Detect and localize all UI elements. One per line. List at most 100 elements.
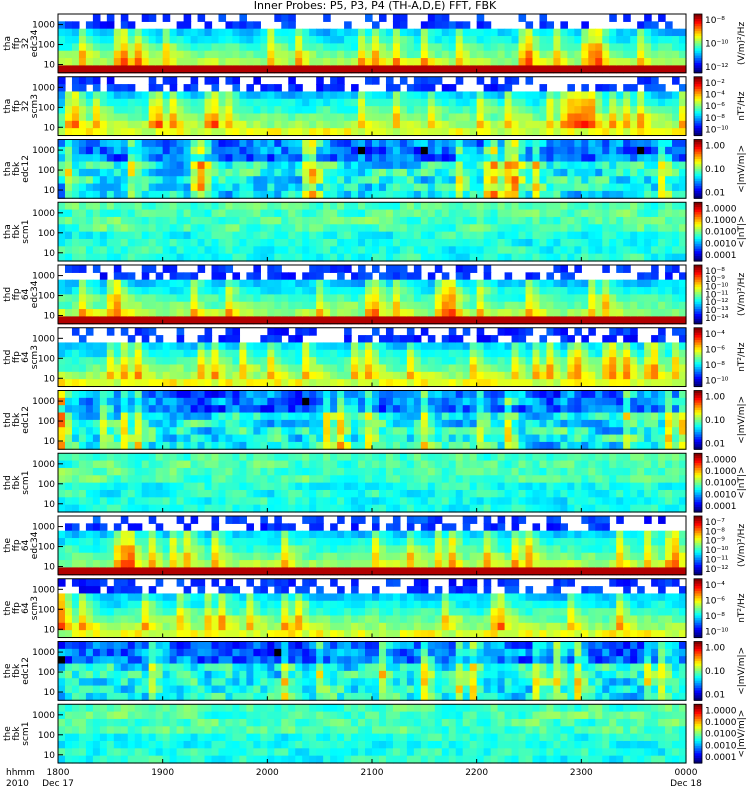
heatmap-cell	[372, 139, 380, 148]
heatmap-cell	[134, 168, 143, 177]
heatmap-cell	[197, 231, 206, 240]
heatmap-cell	[204, 364, 213, 373]
heatmap-cell	[602, 98, 610, 107]
heatmap-cell	[518, 427, 527, 436]
heatmap-cell	[658, 50, 666, 59]
heatmap-cell	[176, 161, 185, 170]
heatmap-cell	[602, 279, 610, 288]
heatmap-cell	[120, 106, 129, 115]
heatmap-cell	[323, 224, 331, 233]
heatmap-cell	[553, 301, 561, 310]
heatmap-cell	[225, 76, 234, 85]
heatmap-cell	[239, 434, 247, 443]
heatmap-cell	[476, 246, 485, 255]
heatmap-cell	[323, 246, 331, 255]
heatmap-cell	[623, 128, 631, 137]
heatmap-cell	[511, 76, 520, 85]
colorbar-segment	[694, 84, 702, 88]
heatmap-cell	[344, 146, 352, 155]
heatmap-cell	[490, 28, 499, 37]
colorbar-segment	[694, 154, 702, 158]
heatmap-cell	[372, 287, 380, 295]
heatmap-cell	[218, 427, 227, 436]
heatmap-cell	[525, 202, 534, 211]
heatmap-cell	[365, 202, 373, 211]
heatmap-cell	[630, 183, 638, 192]
heatmap-cell	[302, 357, 310, 366]
heatmap-cell	[504, 224, 513, 233]
heatmap-cell	[476, 58, 485, 66]
heatmap-cell	[427, 364, 436, 373]
heatmap-cell	[385, 272, 394, 281]
heatmap-cell	[316, 265, 324, 273]
colorbar-segment	[694, 369, 702, 373]
heatmap-cell	[232, 279, 241, 288]
heatmap-cell	[567, 190, 575, 199]
heatmap-cell	[511, 128, 520, 137]
heatmap-cell	[92, 128, 101, 137]
heatmap-cell	[211, 43, 220, 52]
heatmap-cell	[609, 364, 617, 373]
heatmap-cell	[127, 28, 136, 37]
colorbar-segment	[694, 359, 702, 363]
heatmap-cell	[169, 224, 178, 233]
heatmap-cell	[148, 342, 157, 351]
heatmap-cell	[351, 50, 359, 59]
heatmap-cell	[448, 139, 457, 148]
heatmap-cell	[288, 14, 296, 22]
heatmap-cell	[176, 43, 185, 52]
heatmap-cell	[532, 50, 541, 59]
heatmap-cell	[106, 405, 115, 414]
heatmap-cell	[337, 364, 345, 373]
heatmap-cell	[190, 216, 199, 225]
heatmap-cell	[197, 279, 206, 288]
heatmap-cell	[148, 176, 157, 185]
heatmap-cell	[190, 342, 199, 351]
heatmap-cell	[525, 36, 534, 44]
heatmap-cell	[441, 224, 450, 233]
heatmap-cell	[476, 176, 485, 185]
heatmap-cell	[337, 91, 345, 100]
heatmap-cell	[406, 36, 415, 44]
heatmap-cell	[204, 238, 213, 247]
heatmap-cell	[225, 146, 234, 155]
heatmap-cell	[602, 349, 610, 358]
heatmap-cell	[64, 106, 73, 115]
heatmap-cell	[511, 412, 520, 421]
heatmap-cell	[511, 202, 520, 211]
heatmap-cell	[113, 84, 122, 93]
heatmap-cell	[71, 113, 80, 122]
heatmap-cell	[553, 265, 561, 273]
heatmap-cell	[672, 309, 680, 317]
heatmap-cell	[413, 294, 422, 303]
colorbar-segment	[694, 171, 702, 175]
heatmap-cell	[337, 287, 345, 295]
heatmap-cell	[525, 327, 534, 336]
heatmap-cell	[169, 36, 178, 44]
heatmap-cell	[532, 434, 541, 443]
colorbar-segment	[694, 91, 702, 95]
colorbar-segment	[694, 231, 702, 235]
heatmap-cell	[574, 106, 582, 115]
heatmap-cell	[441, 246, 450, 255]
heatmap-cell	[120, 434, 129, 443]
heatmap-cell	[581, 58, 589, 66]
heatmap-cell	[616, 202, 624, 211]
heatmap-cell	[58, 216, 66, 225]
heatmap-cell	[588, 342, 596, 351]
heatmap-cell	[351, 202, 359, 211]
heatmap-cell	[672, 301, 680, 310]
heatmap-cell	[609, 190, 617, 199]
heatmap-cell	[560, 216, 568, 225]
heatmap-cell	[483, 113, 492, 122]
heatmap-cell	[78, 316, 87, 325]
heatmap-cell	[462, 120, 471, 129]
heatmap-cell	[365, 272, 373, 281]
heatmap-cell	[358, 427, 366, 436]
colorbar-segment	[694, 21, 702, 25]
heatmap-cell	[85, 342, 94, 351]
heatmap-cell	[581, 441, 589, 450]
heatmap-cell	[127, 209, 136, 218]
heatmap-cell	[330, 106, 338, 115]
heatmap-cell	[462, 128, 471, 137]
